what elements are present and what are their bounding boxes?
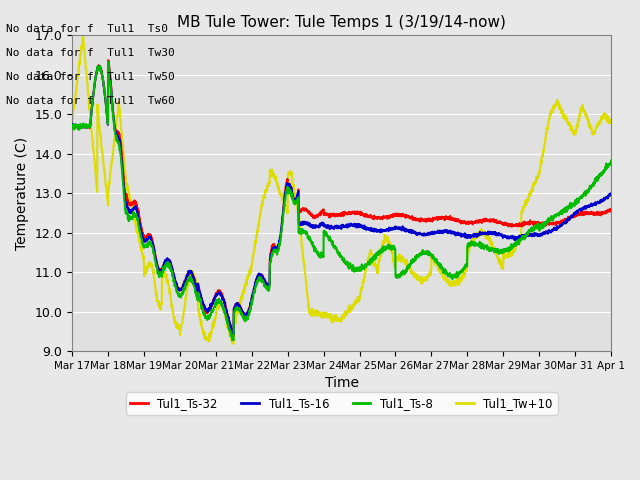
Legend: Tul1_Ts-32, Tul1_Ts-16, Tul1_Ts-8, Tul1_Tw+10: Tul1_Ts-32, Tul1_Ts-16, Tul1_Ts-8, Tul1_… bbox=[125, 392, 557, 415]
X-axis label: Time: Time bbox=[324, 376, 358, 390]
Text: No data for f  Tul1  Tw30: No data for f Tul1 Tw30 bbox=[6, 48, 175, 58]
Y-axis label: Temperature (C): Temperature (C) bbox=[15, 137, 29, 250]
Text: No data for f  Tul1  Ts0: No data for f Tul1 Ts0 bbox=[6, 24, 168, 34]
Text: No data for f  Tul1  Tw60: No data for f Tul1 Tw60 bbox=[6, 96, 175, 106]
Text: No data for f  Tul1  Tw50: No data for f Tul1 Tw50 bbox=[6, 72, 175, 82]
Title: MB Tule Tower: Tule Temps 1 (3/19/14-now): MB Tule Tower: Tule Temps 1 (3/19/14-now… bbox=[177, 15, 506, 30]
